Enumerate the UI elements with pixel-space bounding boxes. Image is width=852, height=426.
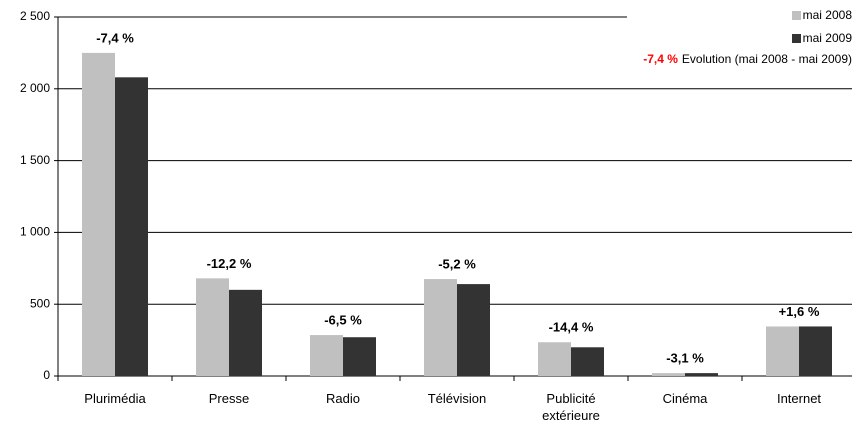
bar xyxy=(196,278,229,376)
legend: mai 2008 mai 2009 -7,4 % Evolution (mai 200… xyxy=(627,4,852,67)
y-tick-label: 2 500 xyxy=(20,9,50,23)
bar xyxy=(424,279,457,376)
bar xyxy=(343,337,376,376)
legend-swatch xyxy=(791,34,801,43)
y-tick-label: 2 000 xyxy=(20,81,50,95)
legend-swatch xyxy=(791,11,801,20)
x-tick-label: Plurimédia xyxy=(84,391,146,406)
x-tick-label: Presse xyxy=(208,391,250,406)
bar xyxy=(766,326,799,376)
y-tick-label: 1 500 xyxy=(20,153,50,167)
annotation: -14,4 % xyxy=(549,320,594,335)
annotation: -5,2 % xyxy=(438,257,476,272)
legend-note: -7,4 % Evolution (mai 2008 - mai 2009) xyxy=(627,52,852,67)
x-tick-label: Internet xyxy=(776,391,822,406)
bar xyxy=(115,77,148,376)
bar xyxy=(799,326,832,376)
x-tick-label: Cinéma xyxy=(662,391,708,406)
x-tick-label: Télévision xyxy=(427,391,487,406)
annotation: -3,1 % xyxy=(666,351,704,366)
legend-label: mai 2009 xyxy=(802,31,852,45)
y-tick-label: 500 xyxy=(30,296,50,310)
legend-item: mai 2009 xyxy=(627,27,852,50)
x-tick-label: Publicité extérieure xyxy=(542,391,600,423)
bar xyxy=(310,335,343,376)
bar xyxy=(538,342,571,376)
bar xyxy=(229,289,262,376)
annotation: +1,6 % xyxy=(779,304,820,319)
annotation: -6,5 % xyxy=(324,313,362,328)
legend-label: mai 2008 xyxy=(802,8,852,22)
y-tick-label: 1 000 xyxy=(20,225,50,239)
annotation: -12,2 % xyxy=(207,256,252,271)
legend-item: mai 2008 xyxy=(627,4,852,27)
x-tick-label: Radio xyxy=(326,391,360,406)
y-tick-label: 0 xyxy=(43,368,50,382)
bar xyxy=(685,373,718,376)
annotation: -7,4 % xyxy=(96,30,134,45)
bar xyxy=(652,373,685,376)
bar xyxy=(571,347,604,376)
legend-note-text: Evolution (mai 2008 - mai 2009) xyxy=(681,52,852,66)
legend-note-value: -7,4 % xyxy=(643,52,678,66)
bar xyxy=(82,52,115,377)
bar xyxy=(457,284,490,376)
